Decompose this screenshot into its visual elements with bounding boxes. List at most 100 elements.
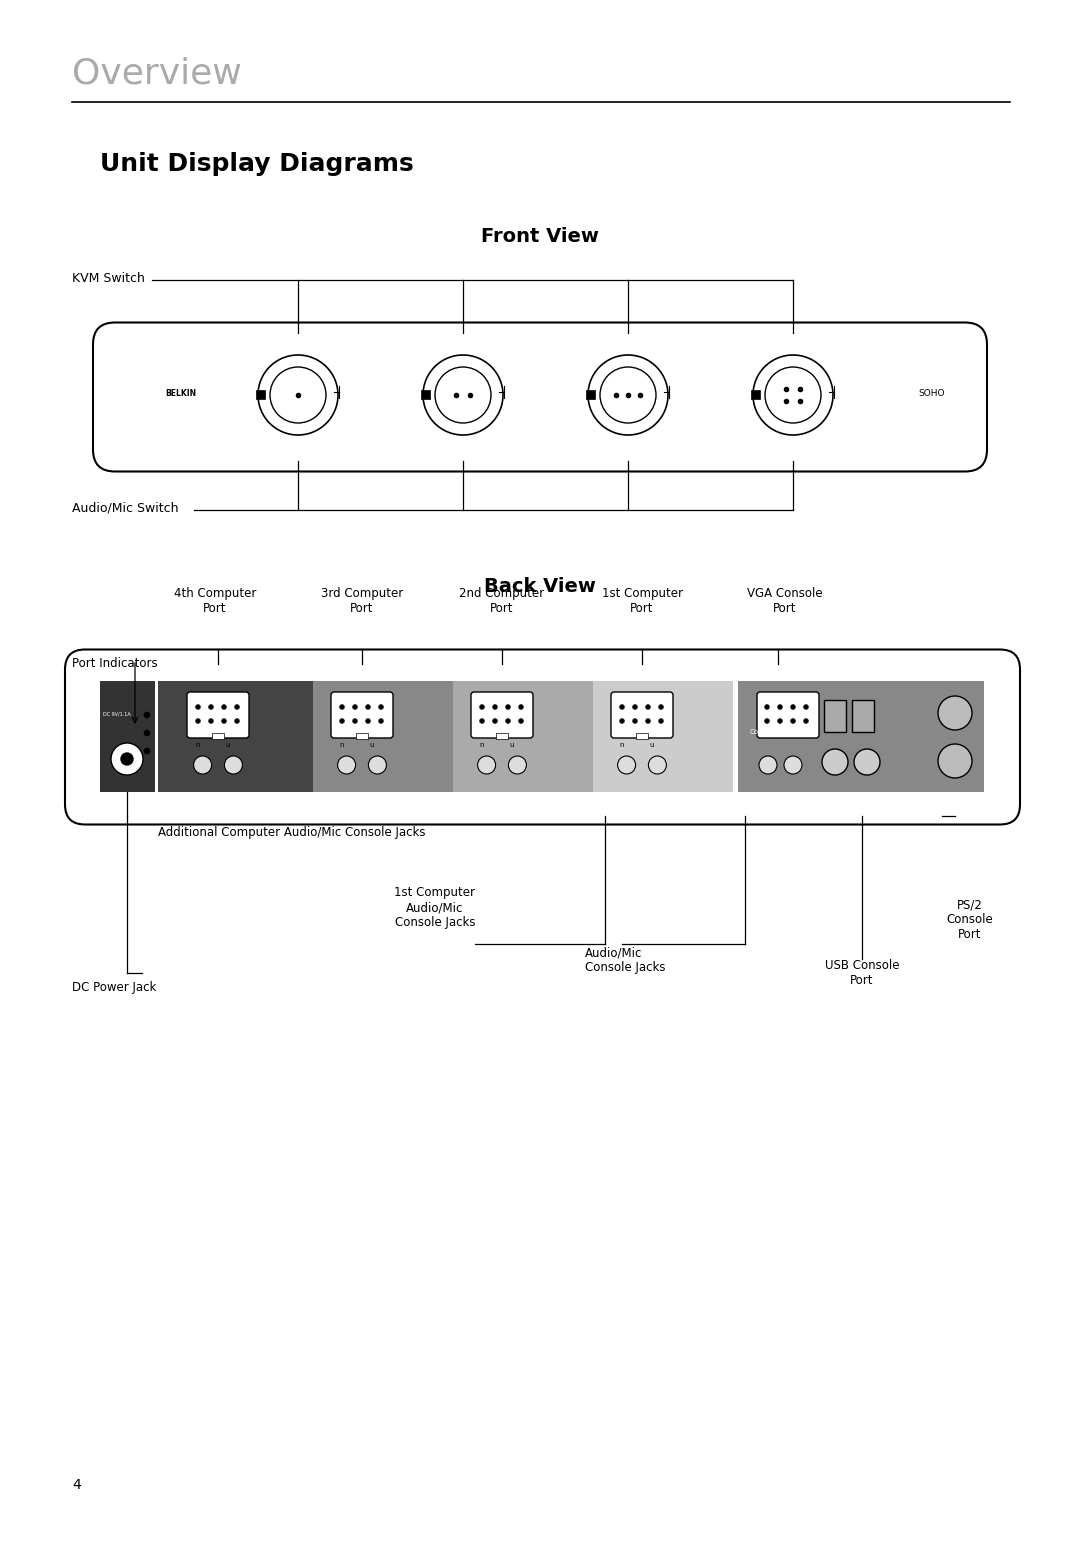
Bar bbox=[356, 732, 368, 739]
FancyBboxPatch shape bbox=[187, 692, 249, 739]
Circle shape bbox=[939, 743, 972, 779]
Text: u: u bbox=[510, 742, 514, 748]
Circle shape bbox=[121, 752, 133, 765]
Circle shape bbox=[505, 705, 511, 709]
Circle shape bbox=[659, 705, 663, 709]
Circle shape bbox=[778, 705, 783, 709]
Bar bbox=[852, 700, 874, 732]
Circle shape bbox=[492, 719, 498, 723]
Bar bbox=[212, 732, 224, 739]
Text: u: u bbox=[226, 742, 230, 748]
Circle shape bbox=[477, 756, 496, 774]
Circle shape bbox=[778, 719, 783, 723]
Circle shape bbox=[270, 367, 326, 423]
Text: Overview: Overview bbox=[72, 57, 242, 91]
Circle shape bbox=[480, 719, 485, 723]
Circle shape bbox=[648, 756, 666, 774]
Bar bbox=[751, 390, 759, 399]
Text: Front View: Front View bbox=[481, 227, 599, 247]
Circle shape bbox=[195, 705, 201, 709]
FancyBboxPatch shape bbox=[158, 682, 313, 793]
FancyBboxPatch shape bbox=[330, 692, 393, 739]
Circle shape bbox=[618, 756, 636, 774]
Text: DC 9V/1.1A: DC 9V/1.1A bbox=[103, 712, 131, 717]
Circle shape bbox=[588, 355, 669, 435]
Circle shape bbox=[646, 705, 650, 709]
Circle shape bbox=[633, 705, 637, 709]
Text: 4: 4 bbox=[72, 1477, 81, 1493]
Circle shape bbox=[365, 719, 370, 723]
Circle shape bbox=[144, 748, 150, 754]
Circle shape bbox=[221, 705, 227, 709]
Circle shape bbox=[352, 705, 357, 709]
Text: SOHO: SOHO bbox=[918, 390, 945, 398]
Circle shape bbox=[765, 367, 821, 423]
Circle shape bbox=[753, 355, 833, 435]
Bar bbox=[420, 390, 430, 399]
Circle shape bbox=[633, 719, 637, 723]
Text: VGA Console
Port: VGA Console Port bbox=[747, 588, 823, 615]
Bar bbox=[496, 732, 508, 739]
Text: n: n bbox=[480, 742, 484, 748]
Text: u: u bbox=[369, 742, 375, 748]
Circle shape bbox=[225, 756, 242, 774]
Circle shape bbox=[822, 749, 848, 776]
Bar bbox=[824, 700, 846, 732]
Text: USB Console
Port: USB Console Port bbox=[825, 959, 900, 987]
Circle shape bbox=[492, 705, 498, 709]
Text: Audio/Mic Switch: Audio/Mic Switch bbox=[72, 501, 178, 515]
Circle shape bbox=[195, 719, 201, 723]
Text: 1st Computer
Port: 1st Computer Port bbox=[602, 588, 683, 615]
Circle shape bbox=[646, 719, 650, 723]
Circle shape bbox=[234, 705, 240, 709]
Bar bbox=[256, 390, 265, 399]
Circle shape bbox=[804, 719, 809, 723]
FancyBboxPatch shape bbox=[453, 682, 593, 793]
Circle shape bbox=[193, 756, 212, 774]
Circle shape bbox=[505, 719, 511, 723]
Circle shape bbox=[791, 719, 796, 723]
Circle shape bbox=[791, 705, 796, 709]
Circle shape bbox=[423, 355, 503, 435]
FancyBboxPatch shape bbox=[757, 692, 819, 739]
FancyBboxPatch shape bbox=[896, 682, 984, 793]
Circle shape bbox=[365, 705, 370, 709]
Circle shape bbox=[600, 367, 656, 423]
Circle shape bbox=[221, 719, 227, 723]
Circle shape bbox=[659, 719, 663, 723]
Circle shape bbox=[765, 719, 769, 723]
Circle shape bbox=[378, 705, 383, 709]
Circle shape bbox=[208, 705, 214, 709]
Text: DC Power Jack: DC Power Jack bbox=[72, 982, 157, 995]
Text: 2nd Computer
Port: 2nd Computer Port bbox=[459, 588, 544, 615]
Circle shape bbox=[258, 355, 338, 435]
Circle shape bbox=[620, 719, 624, 723]
Text: Additional Computer Audio/Mic Console Jacks: Additional Computer Audio/Mic Console Ja… bbox=[158, 827, 426, 839]
Circle shape bbox=[939, 695, 972, 729]
Circle shape bbox=[144, 712, 150, 719]
Text: PS/2
Console
Port: PS/2 Console Port bbox=[947, 899, 994, 942]
Circle shape bbox=[208, 719, 214, 723]
Circle shape bbox=[144, 729, 150, 736]
FancyBboxPatch shape bbox=[93, 322, 987, 472]
Circle shape bbox=[111, 743, 143, 776]
FancyBboxPatch shape bbox=[313, 682, 453, 793]
Circle shape bbox=[339, 705, 345, 709]
Text: n: n bbox=[195, 742, 200, 748]
Circle shape bbox=[518, 705, 524, 709]
Circle shape bbox=[338, 756, 355, 774]
Bar bbox=[636, 732, 648, 739]
Text: Back View: Back View bbox=[484, 577, 596, 597]
Text: KVM Switch: KVM Switch bbox=[72, 271, 145, 285]
Circle shape bbox=[378, 719, 383, 723]
Circle shape bbox=[480, 705, 485, 709]
FancyBboxPatch shape bbox=[471, 692, 534, 739]
FancyBboxPatch shape bbox=[611, 692, 673, 739]
Text: 3rd Computer
Port: 3rd Computer Port bbox=[321, 588, 403, 615]
Text: n: n bbox=[340, 742, 345, 748]
Circle shape bbox=[765, 705, 769, 709]
Circle shape bbox=[759, 756, 777, 774]
Circle shape bbox=[620, 705, 624, 709]
Text: 4th Computer
Port: 4th Computer Port bbox=[174, 588, 256, 615]
Circle shape bbox=[339, 719, 345, 723]
